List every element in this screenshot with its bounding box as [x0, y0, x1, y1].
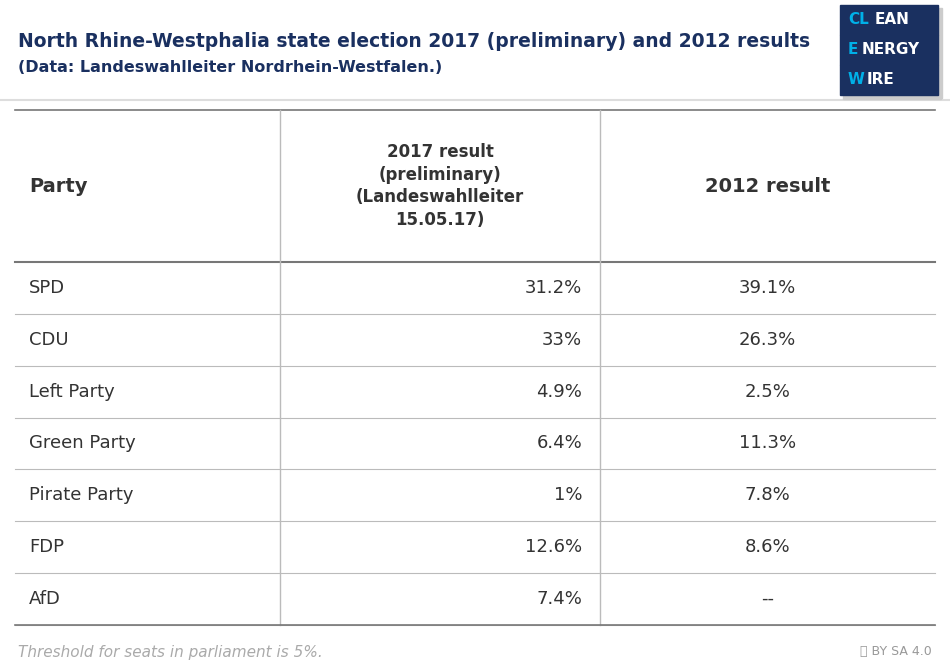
- Text: 6.4%: 6.4%: [536, 435, 582, 452]
- Text: 33%: 33%: [542, 331, 582, 349]
- Text: CL: CL: [848, 13, 868, 28]
- Text: Left Party: Left Party: [29, 382, 115, 401]
- Text: 12.6%: 12.6%: [524, 538, 582, 556]
- Text: 7.4%: 7.4%: [536, 590, 582, 608]
- Text: 11.3%: 11.3%: [739, 435, 796, 452]
- Text: Party: Party: [29, 177, 87, 196]
- Text: E: E: [848, 42, 859, 58]
- Text: 31.2%: 31.2%: [524, 279, 582, 297]
- Text: 1%: 1%: [554, 487, 582, 505]
- Text: Green Party: Green Party: [29, 435, 136, 452]
- Text: Ⓒ BY SA 4.0: Ⓒ BY SA 4.0: [861, 645, 932, 658]
- Text: IRE: IRE: [867, 73, 895, 87]
- Text: 4.9%: 4.9%: [536, 382, 582, 401]
- Text: NERGY: NERGY: [862, 42, 921, 58]
- Text: Threshold for seats in parliament is 5%.: Threshold for seats in parliament is 5%.: [18, 645, 323, 660]
- Text: AfD: AfD: [29, 590, 61, 608]
- Text: (Data: Landeswahlleiter Nordrhein-Westfalen.): (Data: Landeswahlleiter Nordrhein-Westfa…: [18, 60, 443, 75]
- Text: 26.3%: 26.3%: [739, 331, 796, 349]
- Text: --: --: [761, 590, 774, 608]
- Text: SPD: SPD: [29, 279, 66, 297]
- Text: FDP: FDP: [29, 538, 64, 556]
- Bar: [840, 5, 938, 35]
- Text: 2.5%: 2.5%: [745, 382, 790, 401]
- Text: North Rhine-Westphalia state election 2017 (preliminary) and 2012 results: North Rhine-Westphalia state election 20…: [18, 32, 810, 51]
- Text: 2017 result
(preliminary)
(Landeswahlleiter
15.05.17): 2017 result (preliminary) (Landeswahllei…: [356, 142, 524, 229]
- Bar: [843, 95, 941, 99]
- Text: 7.8%: 7.8%: [745, 487, 790, 505]
- Text: 39.1%: 39.1%: [739, 279, 796, 297]
- Bar: [840, 35, 938, 65]
- Text: CDU: CDU: [29, 331, 68, 349]
- Text: Pirate Party: Pirate Party: [29, 487, 134, 505]
- Bar: [938, 8, 942, 98]
- Text: EAN: EAN: [875, 13, 910, 28]
- Text: W: W: [848, 73, 864, 87]
- Text: 2012 result: 2012 result: [705, 177, 830, 196]
- Bar: [840, 65, 938, 95]
- Text: 8.6%: 8.6%: [745, 538, 790, 556]
